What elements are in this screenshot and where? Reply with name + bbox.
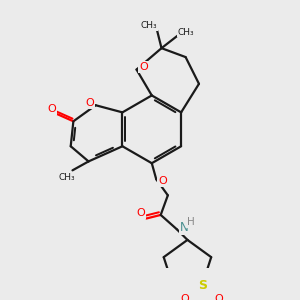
Text: N: N <box>179 221 188 234</box>
Text: CH₃: CH₃ <box>141 21 157 30</box>
Text: H: H <box>187 217 195 227</box>
Text: O: O <box>181 294 190 300</box>
Text: CH₃: CH₃ <box>59 173 76 182</box>
Text: S: S <box>198 279 207 292</box>
Text: O: O <box>139 62 148 72</box>
Text: O: O <box>158 176 167 186</box>
Text: O: O <box>85 98 94 109</box>
Text: O: O <box>215 294 224 300</box>
Text: O: O <box>48 104 56 114</box>
Text: CH₃: CH₃ <box>177 28 194 37</box>
Text: O: O <box>137 208 146 218</box>
